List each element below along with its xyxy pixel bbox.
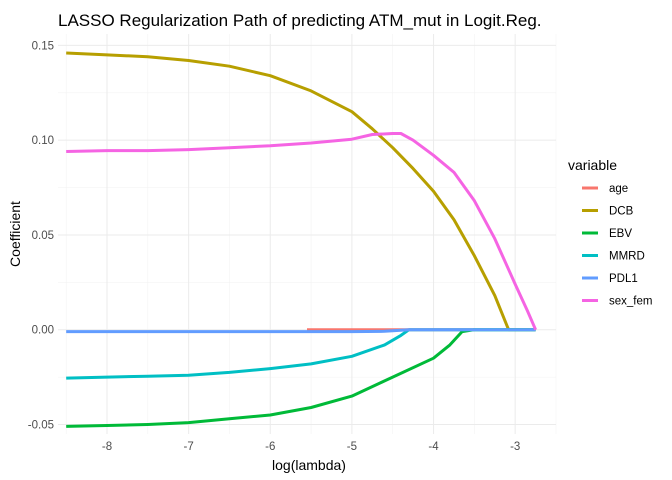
legend-label: DCB [609, 206, 634, 218]
y-axis-ticks: -0.05 0.00 0.05 0.10 0.15 [28, 40, 54, 431]
plot-grid [58, 34, 557, 434]
series-line-mmrd [66, 328, 536, 380]
series-line-sex-fem [66, 132, 537, 331]
legend-label: EBV [609, 228, 632, 240]
legend-items: age DCB EBV MMRD PDL1 sex_fem [582, 183, 652, 308]
y-tick-label: -0.05 [28, 420, 54, 432]
legend-label: sex_fem [609, 296, 652, 308]
series-line-dcb [66, 51, 536, 332]
legend-label: age [609, 183, 628, 195]
y-tick-label: 0.05 [32, 230, 54, 242]
x-tick-label: -7 [184, 441, 194, 453]
x-axis-ticks: -8 -7 -6 -5 -4 -3 [102, 441, 520, 453]
y-tick-label: 0.10 [32, 135, 54, 147]
series-line-pdl1 [66, 328, 536, 334]
series-line-ebv [66, 328, 536, 428]
chart-title: LASSO Regularization Path of predicting … [58, 11, 542, 30]
x-tick-label: -6 [265, 441, 275, 453]
x-tick-label: -3 [510, 441, 520, 453]
x-tick-label: -5 [347, 441, 357, 453]
legend-title: variable [568, 157, 617, 173]
x-tick-label: -4 [428, 441, 439, 453]
legend-label: PDL1 [609, 273, 638, 285]
x-axis-title: log(lambda) [272, 457, 346, 473]
legend-label: MMRD [609, 251, 645, 263]
y-tick-label: 0.15 [32, 40, 54, 52]
series-lines [66, 51, 537, 428]
legend: variable age DCB EBV MMRD PDL1 sex_fem [568, 157, 652, 308]
y-axis-title: Coefficient [7, 201, 23, 267]
x-tick-label: -8 [102, 441, 112, 453]
y-tick-label: 0.00 [32, 325, 54, 337]
